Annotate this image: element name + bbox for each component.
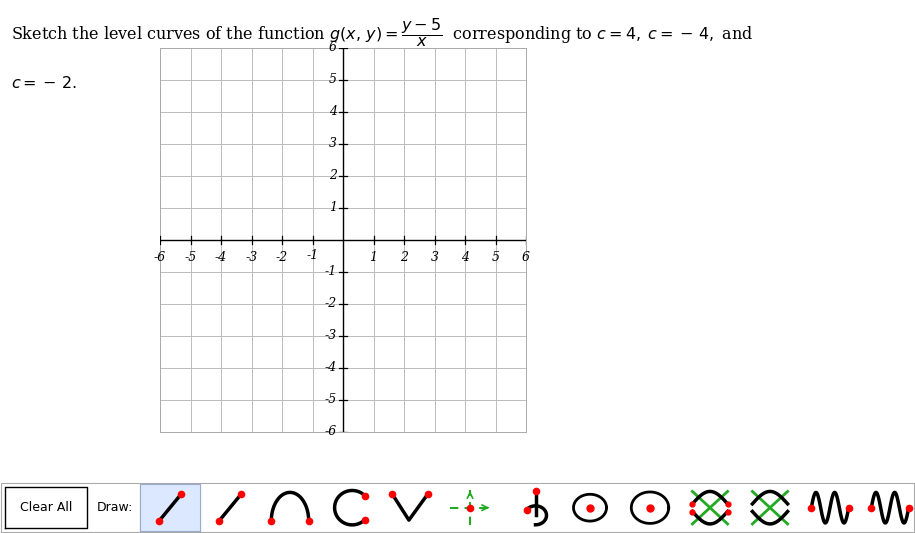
Text: -2: -2 — [325, 297, 337, 310]
Text: Draw:: Draw: — [97, 501, 134, 514]
Text: -5: -5 — [325, 393, 337, 406]
Text: -1: -1 — [325, 265, 337, 278]
Text: 3: 3 — [431, 251, 438, 264]
Text: 4: 4 — [461, 251, 469, 264]
Text: 5: 5 — [329, 74, 337, 86]
Text: 5: 5 — [491, 251, 500, 264]
Text: 6: 6 — [329, 42, 337, 54]
Text: 4: 4 — [329, 106, 337, 118]
Text: 1: 1 — [370, 251, 378, 264]
Text: -4: -4 — [325, 361, 337, 374]
Text: -4: -4 — [215, 251, 227, 264]
Text: 6: 6 — [522, 251, 530, 264]
Text: -1: -1 — [307, 249, 318, 262]
Text: 3: 3 — [329, 138, 337, 150]
Text: -3: -3 — [325, 329, 337, 342]
Text: Clear All: Clear All — [20, 501, 72, 514]
Polygon shape — [140, 484, 200, 531]
Text: -2: -2 — [276, 251, 288, 264]
Text: -3: -3 — [245, 251, 258, 264]
Text: $c = -\,2.$: $c = -\,2.$ — [11, 75, 77, 92]
Text: Sketch the level curves of the function $g(x,\, y) = \dfrac{y - 5}{x}$  correspo: Sketch the level curves of the function … — [11, 16, 753, 49]
Text: -5: -5 — [185, 251, 197, 264]
Text: -6: -6 — [154, 251, 167, 264]
Text: -6: -6 — [325, 425, 337, 438]
Text: 1: 1 — [329, 201, 337, 214]
Text: 2: 2 — [329, 169, 337, 182]
Text: 2: 2 — [400, 251, 408, 264]
